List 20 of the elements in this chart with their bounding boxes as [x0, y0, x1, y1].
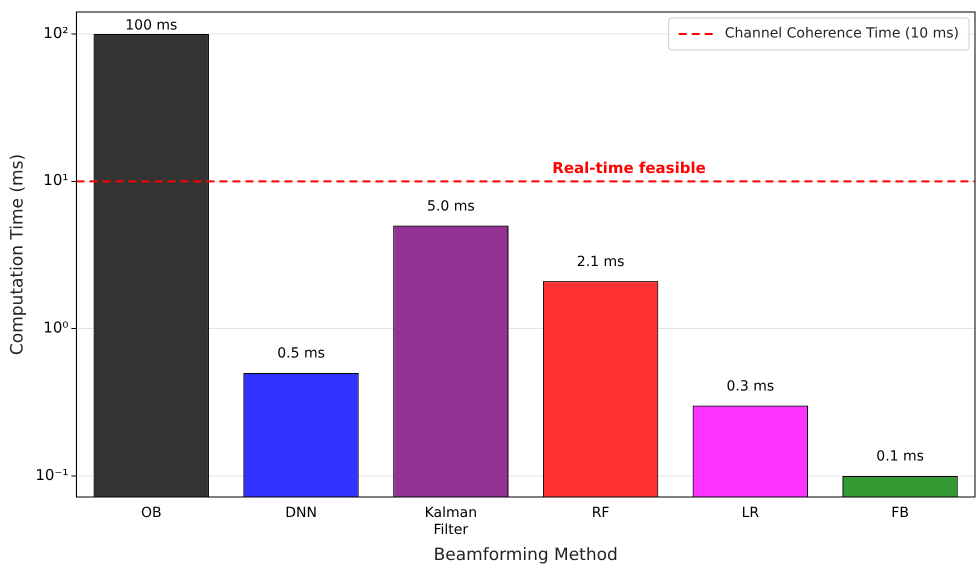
x-tick-label: DNN — [285, 505, 317, 522]
data-label: 0.5 ms — [277, 346, 325, 362]
y-axis-title: Computation Time (ms) — [8, 154, 28, 356]
x-tick-label: RF — [592, 505, 610, 522]
x-tick-label: FB — [891, 505, 909, 522]
legend-label: Channel Coherence Time (10 ms) — [724, 26, 959, 42]
y-tick-label: 10⁰ — [43, 318, 68, 337]
x-tick-label: LR — [742, 505, 760, 522]
data-label: 0.1 ms — [876, 448, 924, 465]
data-label: 100 ms — [125, 18, 178, 34]
annotation: Real-time feasible — [552, 159, 706, 178]
data-label: 0.3 ms — [726, 378, 774, 394]
x-axis-title: Beamforming Method — [434, 545, 618, 566]
y-tick-label: 10¹ — [43, 171, 68, 190]
data-label: 5.0 ms — [427, 198, 475, 214]
data-label: 2.1 ms — [576, 254, 624, 270]
y-tick-label: 10⁻¹ — [35, 466, 68, 484]
x-tick-label: OB — [140, 505, 162, 522]
y-tick-label: 10² — [43, 24, 68, 42]
x-tick-label: Kalman Filter — [424, 505, 478, 538]
